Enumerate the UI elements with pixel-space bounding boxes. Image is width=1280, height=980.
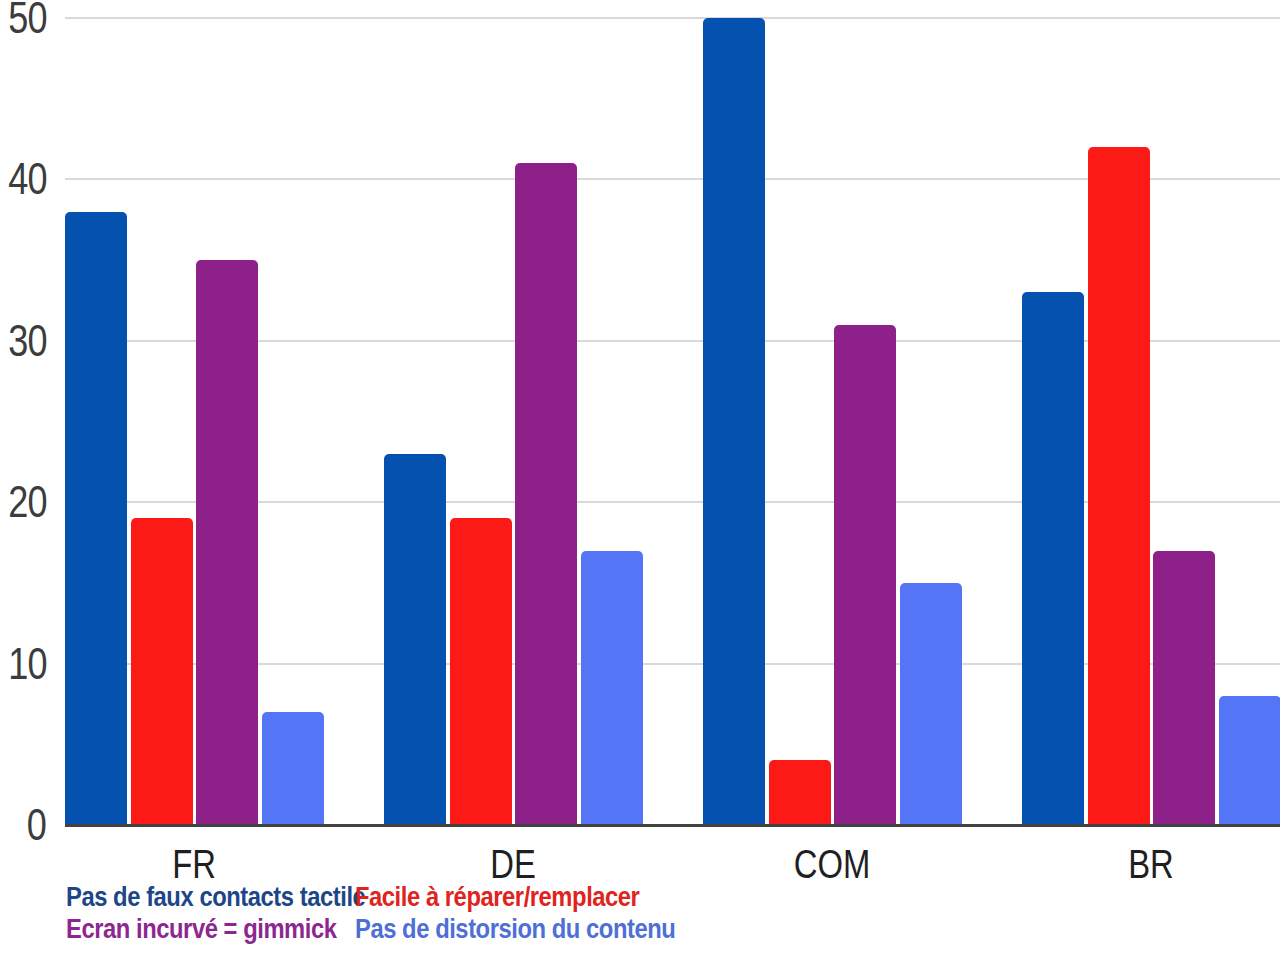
bar-com-series-2	[769, 760, 831, 825]
x-category-label-de: DE	[407, 843, 619, 885]
legend-item-series-1: Pas de faux contacts tactile	[66, 883, 365, 911]
legend-item-series-4: Pas de distorsion du contenu	[355, 915, 675, 943]
y-tick-label-10: 10	[8, 640, 46, 688]
x-category-label-br: BR	[1045, 843, 1257, 885]
gridline-50	[65, 17, 1280, 19]
y-tick-label-50: 50	[8, 0, 46, 42]
y-tick-label-40: 40	[8, 155, 46, 203]
bar-de-series-4	[581, 551, 643, 825]
y-tick-label-30: 30	[8, 317, 46, 365]
legend-item-series-3: Ecran incurvé = gimmick	[66, 915, 337, 943]
bar-com-series-1	[703, 18, 765, 825]
bar-de-series-3	[515, 163, 577, 825]
bar-br-series-4	[1219, 696, 1280, 825]
bar-br-series-2	[1088, 147, 1150, 825]
x-axis-line	[65, 824, 1280, 827]
bar-fr-series-1	[65, 212, 127, 825]
bar-com-series-4	[900, 583, 962, 825]
bar-fr-series-2	[131, 518, 193, 825]
bar-de-series-2	[450, 518, 512, 825]
y-tick-label-0: 0	[8, 801, 46, 849]
bar-fr-series-3	[196, 260, 258, 825]
bar-fr-series-4	[262, 712, 324, 825]
bar-br-series-1	[1022, 292, 1084, 825]
bar-com-series-3	[834, 325, 896, 825]
bar-de-series-1	[384, 454, 446, 825]
grouped-bar-chart: 0 10 20 30 40 50 FR DE COM BR Pas de faux contacts…	[0, 0, 1280, 980]
bar-br-series-3	[1153, 551, 1215, 825]
y-tick-label-20: 20	[8, 478, 46, 526]
x-category-label-fr: FR	[88, 843, 300, 885]
x-category-label-com: COM	[726, 843, 938, 885]
legend-item-series-2: Facile à réparer/remplacer	[355, 883, 639, 911]
